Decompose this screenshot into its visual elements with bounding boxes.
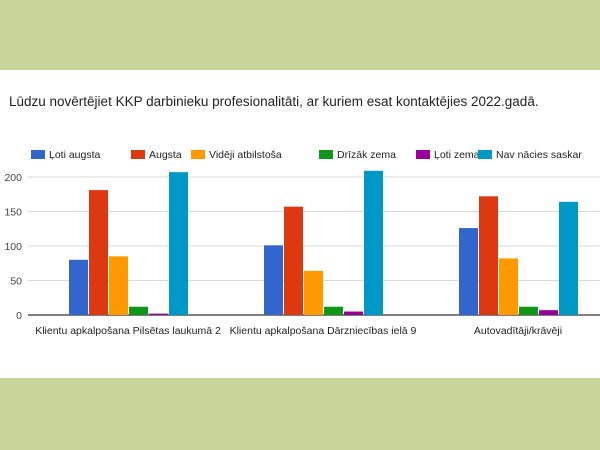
bar: [499, 258, 518, 315]
bar: [344, 311, 363, 315]
bar-chart: 0 50 100 150 200 Ļoti augsta Augsta Vidēji atbi…: [4, 149, 600, 337]
bar: [89, 190, 108, 315]
legend-swatch: [131, 150, 145, 159]
bar: [539, 310, 558, 315]
legend-label: Nav nācies saskar: [496, 149, 582, 161]
y-tick-label: 200: [4, 172, 22, 184]
bar: [304, 270, 323, 315]
bar: [69, 259, 88, 315]
bar: [284, 206, 303, 315]
legend-swatch: [416, 150, 430, 159]
bar: [324, 306, 343, 315]
bar: [459, 228, 478, 315]
legend-swatch: [478, 150, 492, 159]
legend-swatch: [319, 150, 333, 159]
chart-panel: Lūdzu novērtējiet KKP darbinieku profesi…: [0, 70, 600, 378]
bar: [559, 201, 578, 315]
bar: [364, 170, 383, 315]
y-tick-label: 100: [4, 241, 22, 253]
bar: [479, 196, 498, 315]
legend-label: Ļoti zema: [434, 149, 480, 161]
y-tick-label: 150: [4, 207, 22, 219]
chart-title: Lūdzu novērtējiet KKP darbinieku profesi…: [9, 94, 539, 109]
bar: [149, 313, 168, 315]
legend-label: Ļoti augsta: [49, 149, 101, 161]
y-tick-label: 0: [16, 310, 22, 322]
bar: [519, 306, 538, 315]
bar: [264, 245, 283, 315]
legend-label: Vidēji atbilstoša: [209, 149, 282, 161]
legend-label: Drīzāk zema: [337, 149, 396, 161]
legend-swatch: [31, 150, 45, 159]
bar: [129, 306, 148, 315]
category-label: Autovadītāji/krāvēji: [474, 325, 562, 337]
legend-swatch: [191, 150, 205, 159]
legend-label: Augsta: [149, 149, 182, 161]
category-label: Klientu apkalpošana Dārzniecības ielā 9: [230, 325, 417, 337]
bar: [169, 172, 188, 315]
bar: [109, 256, 128, 315]
category-label: Klientu apkalpošana Pilsētas laukumā 2: [35, 325, 221, 337]
y-tick-label: 50: [10, 276, 22, 288]
